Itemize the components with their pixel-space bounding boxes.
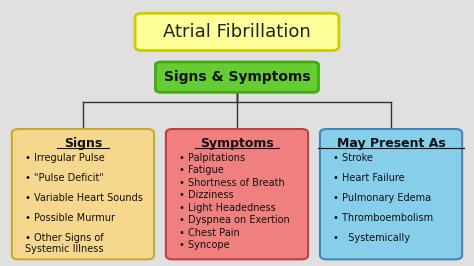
Text: • Thromboembolism: • Thromboembolism [333,213,433,223]
FancyBboxPatch shape [166,129,308,259]
Text: • Dizziness: • Dizziness [179,190,233,200]
Text: • Other Signs of
Systemic Illness: • Other Signs of Systemic Illness [25,233,103,254]
Text: • "Pulse Deficit": • "Pulse Deficit" [25,173,103,183]
Text: • Pulmonary Edema: • Pulmonary Edema [333,193,431,203]
Text: • Heart Failure: • Heart Failure [333,173,404,183]
Text: Symptoms: Symptoms [200,137,274,149]
FancyBboxPatch shape [320,129,462,259]
Text: • Dyspnea on Exertion: • Dyspnea on Exertion [179,215,290,225]
Text: • Stroke: • Stroke [333,153,373,163]
Text: • Irregular Pulse: • Irregular Pulse [25,153,104,163]
Text: • Shortness of Breath: • Shortness of Breath [179,178,284,188]
Text: • Syncope: • Syncope [179,240,229,250]
Text: • Chest Pain: • Chest Pain [179,228,239,238]
FancyBboxPatch shape [155,62,319,92]
Text: Signs: Signs [64,137,102,149]
FancyBboxPatch shape [12,129,154,259]
Text: May Present As: May Present As [337,137,446,149]
Text: • Fatigue: • Fatigue [179,165,223,175]
Text: •   Systemically: • Systemically [333,233,410,243]
Text: • Palpitations: • Palpitations [179,153,245,163]
Text: • Variable Heart Sounds: • Variable Heart Sounds [25,193,143,203]
FancyBboxPatch shape [135,13,339,51]
Text: • Possible Murmur: • Possible Murmur [25,213,115,223]
Text: • Light Headedness: • Light Headedness [179,203,275,213]
Text: Signs & Symptoms: Signs & Symptoms [164,70,310,84]
Text: Atrial Fibrillation: Atrial Fibrillation [163,23,311,41]
